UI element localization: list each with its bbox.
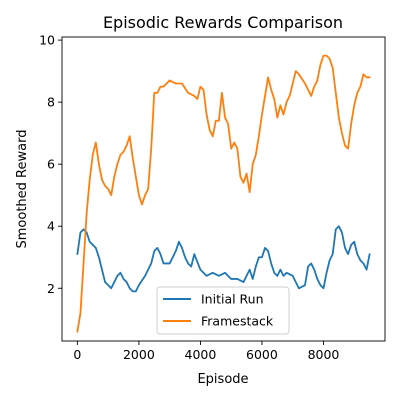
axes-frame [61,36,386,342]
legend: Initial Run Framestack [156,286,290,335]
plot-area [76,54,371,333]
series-line-framestack [76,54,371,333]
y-tick-label: 10 [39,33,55,48]
legend-label-initial-run: Initial Run [201,292,264,307]
x-tick-label: 4000 [185,347,217,362]
legend-label-framestack: Framestack [201,314,274,329]
x-tick-label: 8000 [308,347,340,362]
y-tick-label: 6 [47,157,55,172]
y-tick-label: 2 [47,281,55,296]
x-axis-label: Episode [197,372,248,387]
x-tick-label: 2000 [123,347,155,362]
y-axis-label: Smoothed Reward [15,130,30,249]
x-axis: 0 2000 4000 6000 8000 [73,341,339,362]
x-tick-label: 0 [73,347,81,362]
series-line-initial-run [76,225,371,293]
y-tick-label: 8 [47,95,55,110]
x-tick-label: 6000 [246,347,278,362]
y-axis: 2 4 6 8 10 [39,33,62,296]
y-tick-label: 4 [47,219,55,234]
chart-title: Episodic Rewards Comparison [103,13,343,32]
